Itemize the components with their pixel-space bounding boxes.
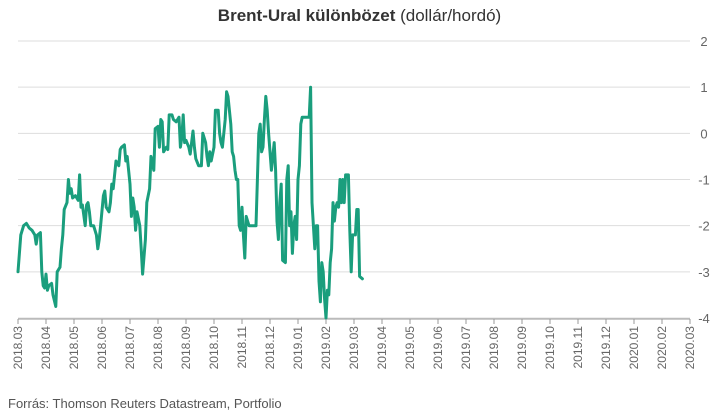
x-tick-label: 2019.06 [431,326,445,370]
chart-title-main: Brent-Ural különbözet [217,6,396,25]
chart-title: Brent-Ural különbözet (dollár/hordó) [0,6,719,26]
x-tick-label: 2019.03 [347,326,361,370]
x-tick-labels: 2018.03 2018.04 2018.05 2018.06 2018.07 2018.… [11,326,697,370]
x-tick-label: 2019.02 [319,326,333,370]
x-tick-label: 2018.11 [235,326,249,369]
x-tick-label: 2018.04 [39,326,53,370]
x-tick-label: 2019.01 [291,326,305,370]
x-tick-label: 2018.05 [67,326,81,370]
x-tick-label: 2019.11 [571,326,585,369]
x-tick-label: 2018.09 [179,326,193,370]
x-tick-label: 2019.04 [375,326,389,370]
chart-title-unit: (dollár/hordó) [395,6,502,25]
x-tick-label: 2018.06 [95,326,109,370]
y-tick-label: 1 [700,80,707,95]
gridlines [18,40,690,319]
x-tick-label: 2020.01 [627,326,641,370]
x-tick-label: 2018.10 [207,326,221,370]
y-tick-label: -2 [698,219,710,234]
x-tick-label: 2020.02 [655,326,669,370]
x-tick-label: 2019.07 [459,326,473,370]
x-tick-label: 2018.03 [11,326,25,370]
x-tick-label: 2018.08 [151,326,165,370]
y-tick-label: -3 [698,265,710,280]
x-tick-label: 2019.12 [599,326,613,370]
x-tick-label: 2019.10 [543,326,557,370]
x-axis [17,318,691,324]
y-tick-label: -4 [698,311,710,326]
y-tick-label: 0 [700,126,707,141]
y-tick-label: 2 [700,34,707,49]
x-tick-label: 2019.09 [515,326,529,370]
x-tick-label: 2018.12 [263,326,277,370]
series-line [16,85,364,320]
x-tick-label: 2019.08 [487,326,501,370]
y-tick-label: -1 [698,173,710,188]
x-tick-label: 2018.07 [123,326,137,370]
y-axis: 2 1 0 -1 -2 -3 -4 [698,34,710,326]
series-layer [16,85,364,320]
x-tick-label: 2020.03 [683,326,697,370]
source-note: Forrás: Thomson Reuters Datastream, Port… [8,396,282,411]
x-tick-label: 2019.05 [403,326,417,370]
